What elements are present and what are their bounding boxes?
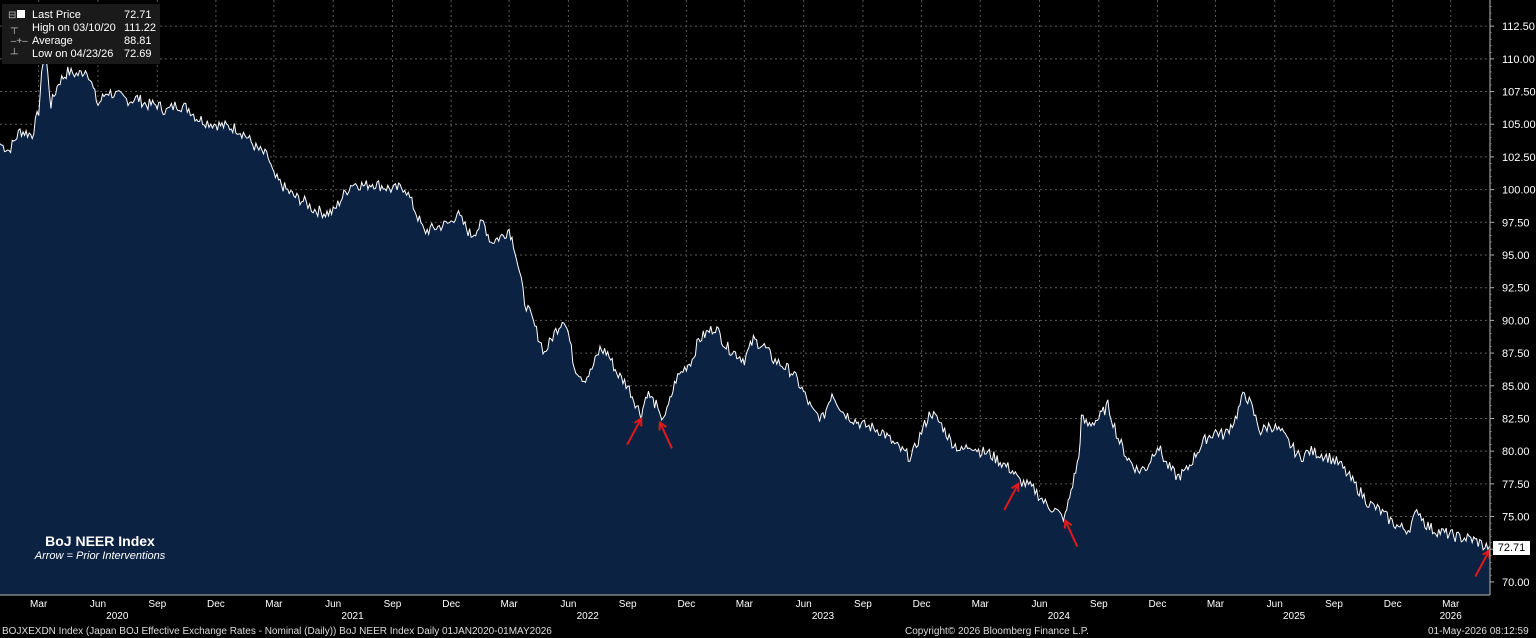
x-month-label: Dec (913, 599, 931, 610)
footer-timestamp: 01-May-2026 08:12:59 (1428, 626, 1529, 637)
x-month-label: Jun (325, 599, 341, 610)
x-month-label: Sep (854, 599, 872, 610)
y-tick-label: 70.00 (1502, 577, 1530, 589)
intervention-arrow (1474, 548, 1491, 577)
low-marker-icon: ┴ (8, 49, 18, 60)
legend-low-label: Low on 04/23/26 (32, 48, 114, 60)
legend-average: –+– Average 88.81 (2, 35, 160, 48)
y-tick-label: 87.50 (1502, 348, 1530, 360)
x-month-label: Sep (1325, 599, 1343, 610)
arrow-shaft (626, 418, 643, 446)
y-tick-label: 112.50 (1502, 21, 1535, 33)
last-value-label: 72.71 (1493, 541, 1530, 555)
x-year-label: 2021 (341, 611, 364, 622)
y-tick-label: 102.50 (1502, 152, 1536, 164)
footer-description: BOJXEXDN Index (Japan BOJ Effective Exch… (2, 626, 552, 637)
series-area (0, 44, 1490, 596)
high-marker-icon: ┬ (8, 23, 18, 34)
legend: ⊟ Last Price 72.71 ┬ High on 03/10/20 11… (2, 4, 160, 64)
y-tick-label: 97.50 (1502, 217, 1530, 229)
average-marker-icon: –+– (8, 36, 28, 47)
y-tick-label: 100.00 (1502, 185, 1536, 197)
legend-last-price: ⊟ Last Price 72.71 (2, 9, 160, 22)
x-year-label: 2023 (812, 611, 835, 622)
arrow-shaft (1003, 483, 1020, 511)
x-month-label: Mar (265, 599, 283, 610)
y-tick-label: 90.00 (1502, 315, 1530, 327)
intervention-arrow (1003, 482, 1020, 511)
x-month-label: Mar (736, 599, 754, 610)
x-year-label: 2024 (1048, 611, 1071, 622)
intervention-arrow (626, 416, 643, 446)
x-month-label: Jun (560, 599, 576, 610)
x-month-label: Jun (1031, 599, 1047, 610)
x-month-label: Dec (207, 599, 225, 610)
annotation-title: BoJ NEER Index (45, 533, 155, 549)
x-month-label: Jun (1267, 599, 1283, 610)
x-month-label: Dec (677, 599, 695, 610)
y-tick-label: 95.00 (1502, 250, 1530, 262)
arrow-head (1063, 518, 1073, 529)
series-line (0, 44, 1490, 551)
legend-square-icon: ⊟ (8, 9, 30, 22)
intervention-arrow (1063, 518, 1079, 547)
y-tick-label: 110.00 (1502, 54, 1535, 66)
arrow-head (658, 420, 667, 431)
legend-last-label: Last Price (32, 9, 81, 21)
x-month-label: Mar (1207, 599, 1225, 610)
intervention-arrows (626, 416, 1491, 577)
arrow-shaft (659, 422, 673, 449)
x-year-label: 2020 (106, 611, 129, 622)
arrow-head (1482, 548, 1491, 559)
x-month-label: Sep (619, 599, 637, 610)
x-month-label: Jun (796, 599, 812, 610)
y-tick-label: 105.00 (1502, 119, 1536, 131)
x-axis: Mar Jun Sep Dec Mar Jun Sep Dec Mar Jun Sep Dec Mar J… (0, 594, 1490, 622)
y-tick-label: 82.50 (1502, 413, 1530, 425)
y-tick-label: 85.00 (1502, 381, 1530, 393)
x-month-label: Sep (384, 599, 402, 610)
arrow-head (1011, 482, 1020, 492)
x-month-label: Jun (90, 599, 106, 610)
x-month-label: Dec (442, 599, 460, 610)
arrow-head (633, 416, 643, 427)
arrow-shaft (1474, 550, 1491, 577)
legend-last-value: 72.71 (124, 9, 152, 21)
arrow-shaft (1064, 520, 1079, 547)
x-year-label: 2022 (577, 611, 600, 622)
x-month-label: Mar (501, 599, 519, 610)
x-month-label: Sep (1090, 599, 1108, 610)
annotation-subtitle: Arrow = Prior Interventions (34, 550, 166, 562)
x-year-label: 2025 (1283, 611, 1306, 622)
legend-low-value: 72.69 (124, 48, 152, 60)
legend-high-label: High on 03/10/20 (32, 22, 116, 34)
footer-copyright: Copyright© 2026 Bloomberg Finance L.P. (905, 626, 1089, 637)
legend-avg-value: 88.81 (124, 35, 152, 47)
x-month-label: Mar (972, 599, 990, 610)
legend-high-value: 111.22 (124, 22, 157, 34)
chart-annotation: BoJ NEER Index Arrow = Prior Interventio… (0, 533, 200, 563)
x-month-label: Sep (148, 599, 166, 610)
y-tick-label: 80.00 (1502, 446, 1530, 458)
x-month-label: Mar (1442, 599, 1460, 610)
x-month-label: Dec (1384, 599, 1402, 610)
y-tick-label: 75.00 (1502, 512, 1530, 524)
x-month-label: Dec (1149, 599, 1167, 610)
x-month-label: Mar (30, 599, 48, 610)
y-tick-label: 107.50 (1502, 87, 1536, 99)
intervention-arrow (658, 420, 673, 449)
x-year-label: 2026 (1440, 611, 1463, 622)
legend-avg-label: Average (32, 35, 73, 47)
legend-low: ┴ Low on 04/23/26 72.69 (2, 48, 160, 61)
legend-high: ┬ High on 03/10/20 111.22 (2, 22, 160, 35)
y-tick-label: 92.50 (1502, 283, 1530, 295)
y-tick-label: 77.50 (1502, 479, 1530, 491)
